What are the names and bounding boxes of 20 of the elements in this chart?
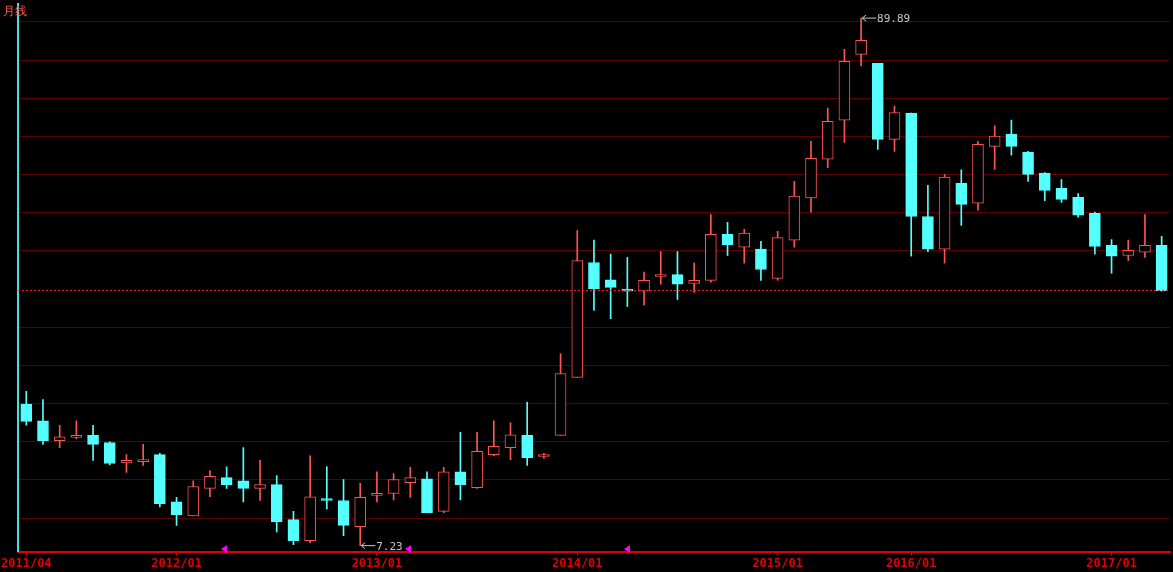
x-tick-label: 2012/01 (151, 555, 202, 570)
candlestick (654, 251, 667, 285)
candlestick (53, 424, 66, 448)
annotation: 89.89 (877, 11, 911, 25)
candlestick (254, 460, 266, 501)
x-tick-label: 2016/01 (885, 555, 937, 570)
x-tick-label: 2017/01 (1086, 555, 1137, 570)
x-tick-label: 2015/01 (752, 555, 803, 570)
candlestick (404, 467, 417, 498)
x-tick-label: 2011/04 (1, 555, 52, 570)
candlestick (988, 125, 1001, 170)
candlestick (1139, 214, 1151, 258)
x-tick-label: 2014/01 (551, 555, 603, 570)
candlestick (320, 466, 333, 510)
x-tick-label: 2013/01 (351, 555, 403, 570)
candlestick (137, 444, 149, 466)
annotation: 7.23 (376, 539, 403, 553)
candlestick (688, 262, 700, 293)
candlestick (371, 471, 383, 503)
candlestick (487, 420, 500, 457)
